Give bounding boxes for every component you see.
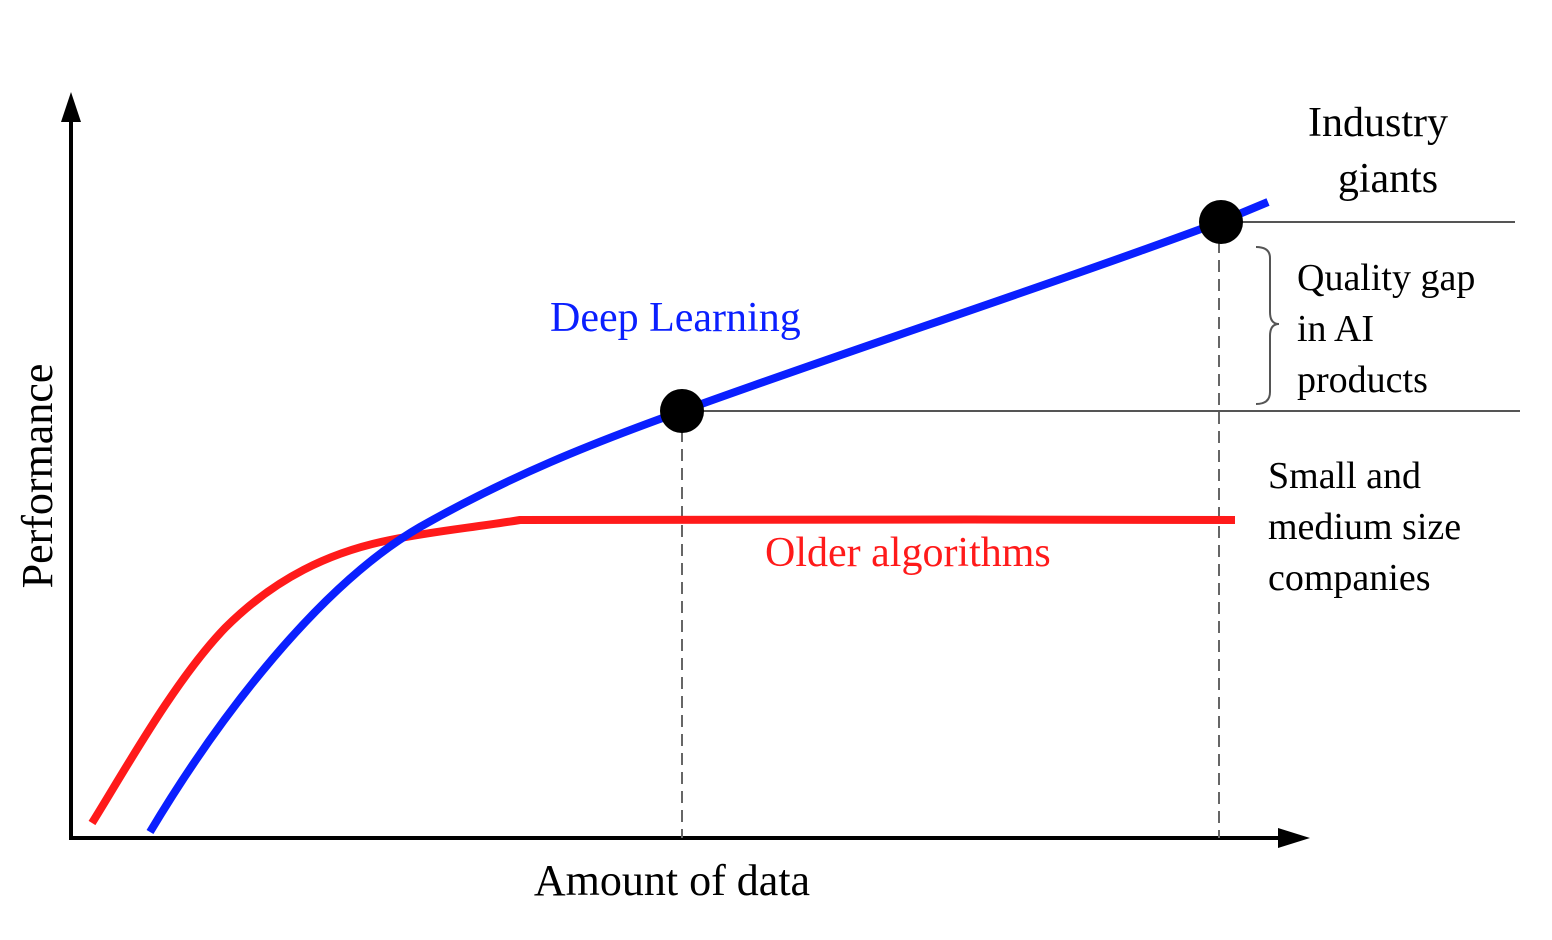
industry-giants-annotation: Industry giants [1308,100,1448,202]
giants-marker [1199,200,1243,244]
older-algorithms-curve [88,515,1236,826]
sme-marker [660,389,704,433]
industry-giants-line-2: giants [1338,156,1438,202]
quality-gap-line-1: Quality gap [1297,257,1475,299]
small-medium-line-2: medium size [1268,506,1461,548]
small-medium-line-3: companies [1268,557,1431,599]
small-medium-line-1: Small and [1268,455,1421,497]
quality-gap-line-2: in AI [1297,308,1374,350]
quality-gap-annotation: Quality gap in AI products [1297,257,1475,401]
y-axis-label: Performance [13,364,62,589]
deep-learning-label: Deep Learning [550,295,801,341]
industry-giants-line-1: Industry [1308,100,1448,146]
axes [61,92,1310,848]
quality-gap-brace-icon [1255,246,1280,405]
y-axis-arrow-icon [61,92,81,122]
older-algorithms-label: Older algorithms [765,530,1051,576]
x-axis-arrow-icon [1278,828,1310,848]
quality-gap-line-3: products [1297,359,1428,401]
x-axis-label: Amount of data [534,856,810,905]
small-medium-annotation: Small and medium size companies [1268,455,1461,599]
deep-learning-curve [146,198,1270,835]
